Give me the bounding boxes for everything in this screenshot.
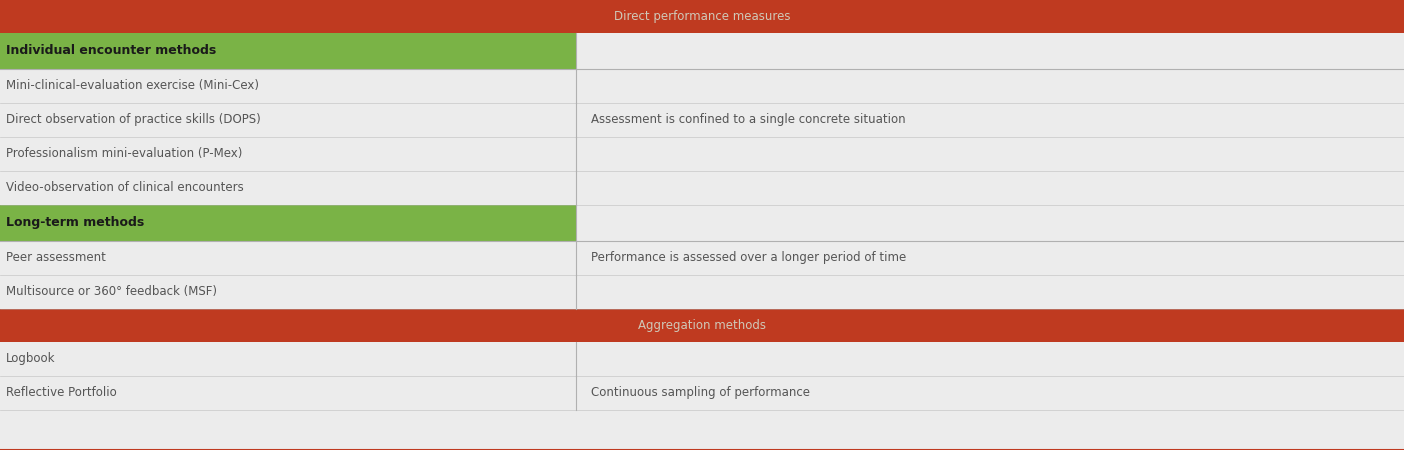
- Bar: [0, 171, 1404, 205]
- Bar: [0, 241, 1404, 275]
- Text: Logbook: Logbook: [6, 352, 56, 365]
- Bar: [0, 309, 1404, 342]
- Text: Professionalism mini-evaluation (P-Mex): Professionalism mini-evaluation (P-Mex): [6, 148, 243, 161]
- Text: Video-observation of clinical encounters: Video-observation of clinical encounters: [6, 181, 244, 194]
- Bar: [0, 342, 1404, 376]
- Text: Aggregation methods: Aggregation methods: [637, 319, 767, 332]
- Bar: [0, 376, 1404, 410]
- Bar: [576, 33, 1404, 69]
- Bar: [0, 205, 576, 241]
- Bar: [0, 0, 1404, 33]
- Bar: [0, 103, 1404, 137]
- Text: Performance is assessed over a longer period of time: Performance is assessed over a longer pe…: [591, 252, 906, 265]
- Text: Direct observation of practice skills (DOPS): Direct observation of practice skills (D…: [6, 113, 261, 126]
- Text: Peer assessment: Peer assessment: [6, 252, 105, 265]
- Bar: [0, 33, 576, 69]
- Text: Long-term methods: Long-term methods: [6, 216, 145, 230]
- Bar: [576, 205, 1404, 241]
- Text: Reflective Portfolio: Reflective Portfolio: [6, 387, 117, 400]
- Text: Continuous sampling of performance: Continuous sampling of performance: [591, 387, 810, 400]
- Text: Direct performance measures: Direct performance measures: [614, 10, 790, 23]
- Bar: [0, 69, 1404, 103]
- Text: Assessment is confined to a single concrete situation: Assessment is confined to a single concr…: [591, 113, 906, 126]
- Text: Multisource or 360° feedback (MSF): Multisource or 360° feedback (MSF): [6, 285, 218, 298]
- Bar: [0, 275, 1404, 309]
- Text: Mini-clinical-evaluation exercise (Mini-Cex): Mini-clinical-evaluation exercise (Mini-…: [6, 80, 258, 93]
- Bar: [0, 137, 1404, 171]
- Text: Individual encounter methods: Individual encounter methods: [6, 45, 216, 58]
